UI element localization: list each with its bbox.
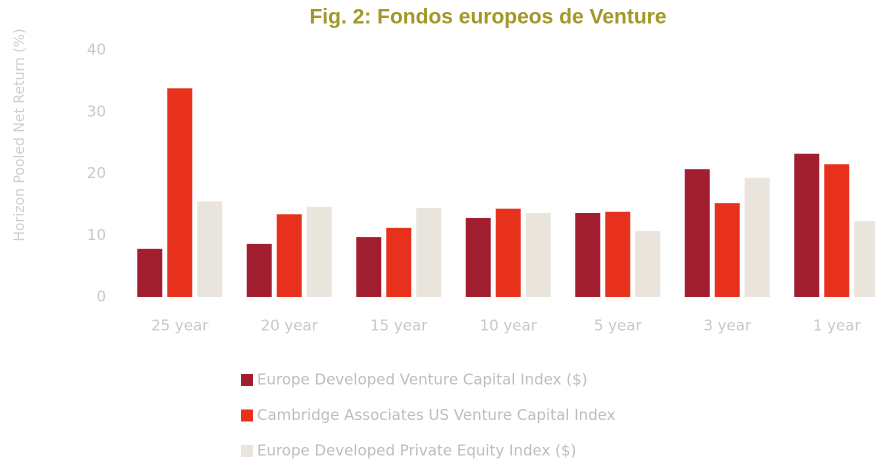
bar — [416, 208, 442, 297]
x-tick-label: 25 year — [151, 317, 209, 335]
legend-swatch — [241, 374, 253, 386]
bar — [306, 206, 332, 297]
legend-swatch — [241, 445, 253, 457]
x-tick-label: 3 year — [703, 317, 752, 335]
x-tick-label: 20 year — [261, 317, 319, 335]
bar — [714, 203, 740, 297]
bar — [575, 213, 601, 297]
x-tick-label: 15 year — [370, 317, 428, 335]
bar — [684, 169, 710, 297]
y-tick-label: 20 — [87, 164, 106, 182]
bar — [276, 214, 302, 297]
bar — [635, 230, 661, 297]
y-tick-label: 30 — [87, 102, 106, 120]
bar — [356, 237, 382, 297]
bar — [246, 243, 272, 297]
bar — [605, 211, 631, 297]
x-tick-label: 5 year — [594, 317, 643, 335]
bar — [197, 201, 223, 297]
bar — [525, 213, 551, 297]
bar — [854, 221, 875, 297]
bar — [465, 217, 491, 297]
legend-label: Europe Developed Private Equity Index ($… — [257, 442, 576, 460]
y-axis-label: Horizon Pooled Net Return (%) — [12, 28, 28, 241]
bar — [137, 248, 163, 297]
x-tick-label: 10 year — [480, 317, 538, 335]
y-tick-label: 10 — [87, 226, 106, 244]
y-tick-label: 40 — [87, 41, 106, 59]
bar — [794, 153, 820, 297]
bar — [824, 164, 850, 297]
bar — [744, 177, 770, 297]
bar — [495, 208, 521, 297]
legend-label: Europe Developed Venture Capital Index (… — [257, 371, 588, 389]
legend-label: Cambridge Associates US Venture Capital … — [257, 406, 616, 424]
y-tick-label: 0 — [96, 288, 106, 306]
x-tick-label: 1 year — [813, 317, 862, 335]
chart-title: Fig. 2: Fondos europeos de Venture — [309, 6, 666, 29]
legend-swatch — [241, 409, 253, 422]
bar — [167, 88, 193, 297]
bar — [386, 227, 412, 297]
